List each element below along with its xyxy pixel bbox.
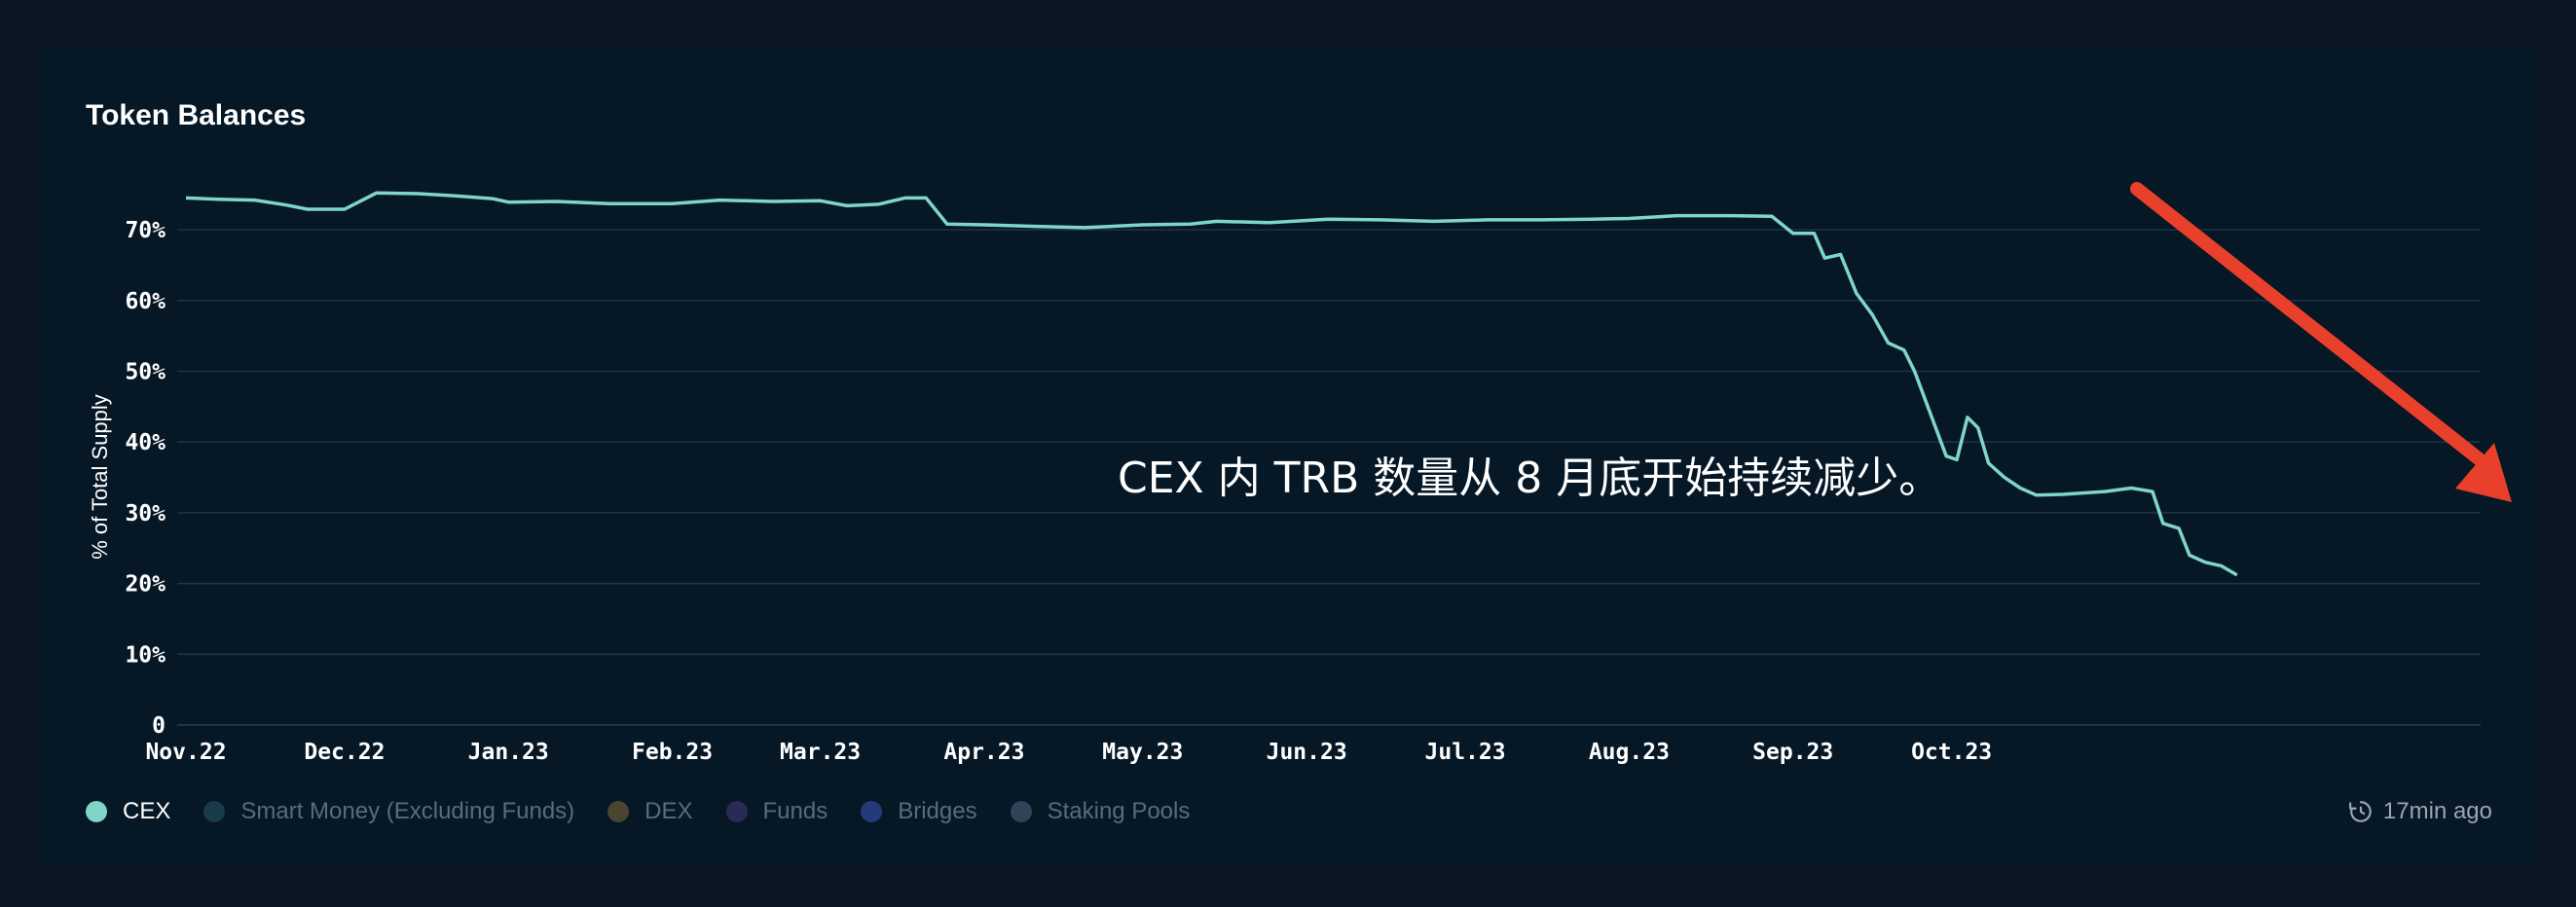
last-updated: 17min ago xyxy=(2348,798,2492,825)
y-tick-label: 10% xyxy=(125,642,166,668)
legend-item[interactable]: CEX xyxy=(86,798,170,825)
y-axis-ticks: 0 10% 20% 30% 40% 50% 60% 70% xyxy=(125,218,166,739)
y-tick-label: 60% xyxy=(125,289,166,314)
y-tick-label: 30% xyxy=(125,501,166,526)
x-tick-label: Sep.23 xyxy=(1752,740,1833,765)
trend-arrow xyxy=(2130,182,2512,502)
x-tick-label: Nov.22 xyxy=(145,740,226,765)
legend-item[interactable]: Smart Money (Excluding Funds) xyxy=(203,798,574,825)
legend-dot-icon xyxy=(1010,801,1032,822)
legend-label: CEX xyxy=(123,798,171,824)
y-tick-label: 0 xyxy=(152,713,166,739)
grid-lines xyxy=(177,229,2481,726)
legend-dot-icon xyxy=(86,801,107,822)
chart-canvas: 0 10% 20% 30% 40% 50% 60% 70% Nov.22 Dec.22 Jan.2… xyxy=(88,182,2512,765)
legend: CEX Smart Money (Excluding Funds) DEX Funds… xyxy=(86,798,1223,825)
legend-label: Smart Money (Excluding Funds) xyxy=(240,798,575,824)
legend-item[interactable]: Bridges xyxy=(861,798,977,825)
legend-item[interactable]: Staking Pools xyxy=(1010,798,1191,825)
legend-item[interactable]: DEX xyxy=(607,798,693,825)
x-tick-label: Jul.23 xyxy=(1425,740,1506,765)
chart-title: Token Balances xyxy=(86,99,307,131)
legend-label: Bridges xyxy=(898,798,977,824)
token-balances-card: Token Balances 0 10% 20% 30% 40% 50% 60% 70% No… xyxy=(39,49,2539,864)
clock-history-icon xyxy=(2349,801,2372,822)
legend-dot-icon xyxy=(607,801,630,822)
y-tick-label: 20% xyxy=(125,572,166,598)
x-axis-ticks: Nov.22 Dec.22 Jan.23 Feb.23 Mar.23 Apr.23 May.… xyxy=(145,740,1992,765)
legend-dot-icon xyxy=(203,801,226,822)
legend-label: DEX xyxy=(644,798,693,824)
x-tick-label: Jan.23 xyxy=(468,740,549,765)
series-line-cex xyxy=(185,191,2238,577)
x-tick-label: Dec.22 xyxy=(304,740,385,765)
x-tick-label: Apr.23 xyxy=(943,740,1024,765)
x-tick-label: Jun.23 xyxy=(1267,740,1347,765)
y-tick-label: 40% xyxy=(125,430,166,455)
annotation-text: CEX 内 TRB 数量从 8 月底开始持续减少。 xyxy=(1118,454,1941,503)
legend-label: Staking Pools xyxy=(1047,798,1191,824)
x-tick-label: Aug.23 xyxy=(1589,740,1670,765)
legend-label: Funds xyxy=(762,798,828,824)
legend-item[interactable]: Funds xyxy=(725,798,828,825)
x-tick-label: Feb.23 xyxy=(632,740,713,765)
x-tick-label: Oct.23 xyxy=(1911,740,1992,765)
legend-dot-icon xyxy=(725,801,748,822)
y-tick-label: 50% xyxy=(125,360,166,385)
x-tick-label: May.23 xyxy=(1102,740,1183,765)
x-tick-label: Mar.23 xyxy=(780,740,861,765)
last-updated-label: 17min ago xyxy=(2382,798,2492,824)
y-tick-label: 70% xyxy=(125,218,166,243)
y-axis-label: % of Total Supply xyxy=(88,394,112,560)
legend-dot-icon xyxy=(861,801,883,822)
